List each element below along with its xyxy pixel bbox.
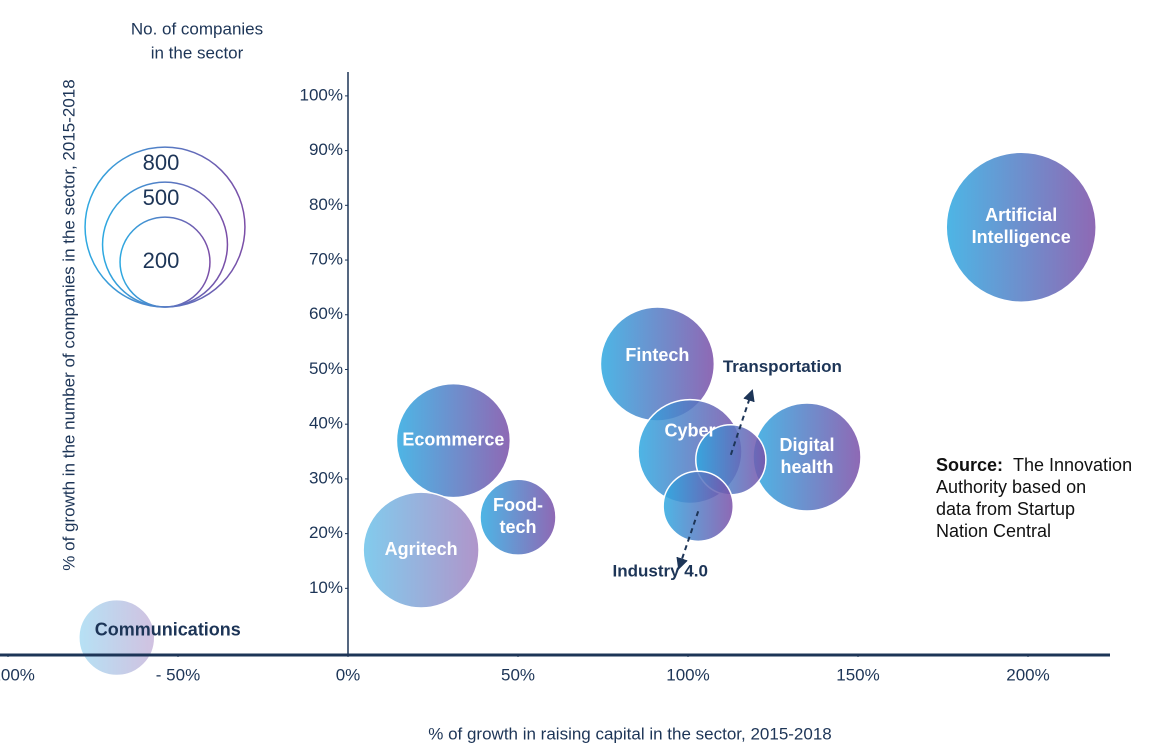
callout-arrow [676, 510, 700, 570]
source-text: data from Startup [936, 499, 1075, 519]
x-tick-label: 0% [336, 665, 361, 684]
bubble [362, 491, 480, 609]
bubble-label: Intelligence [972, 227, 1071, 247]
y-tick-label: 20% [309, 523, 343, 542]
y-tick-label: 90% [309, 140, 343, 159]
bubble-label: health [780, 457, 833, 477]
x-tick-label: 50% [501, 665, 535, 684]
callout-arrow [729, 389, 755, 456]
bubble-label: Communications [95, 619, 241, 639]
callout-label: Industry 4.0 [612, 562, 707, 581]
y-tick-label: 70% [309, 250, 343, 269]
y-tick-label: 40% [309, 414, 343, 433]
bubble-label: Ecommerce [402, 429, 504, 449]
y-axis-title: % of growth in the number of companies i… [59, 79, 78, 570]
x-tick-label: 200% [1006, 665, 1049, 684]
source-label: Source: [936, 455, 1003, 475]
bubble [945, 151, 1097, 303]
y-tick-label: 50% [309, 359, 343, 378]
bubble-label: Fintech [625, 345, 689, 365]
callout-label: Transportation [723, 357, 842, 376]
bubble [662, 470, 734, 543]
source-text: Nation Central [936, 521, 1051, 541]
legend-title: No. of companies [131, 19, 263, 38]
x-tick-label: 150% [836, 665, 879, 684]
bubble [479, 478, 557, 556]
y-tick-label: 80% [309, 195, 343, 214]
legend-label: 500 [143, 185, 180, 210]
y-tick-label: 10% [309, 578, 343, 597]
y-tick-label: 30% [309, 468, 343, 487]
source-text: The Innovation [1013, 455, 1132, 475]
legend-title: in the sector [151, 43, 244, 62]
x-tick-label: 100% [666, 665, 709, 684]
bubble-label: Agritech [385, 539, 458, 559]
y-tick-label: 100% [300, 85, 343, 104]
bubble-label: Digital [779, 435, 834, 455]
bubble-label: Artificial [985, 205, 1057, 225]
bubble-label: tech [499, 517, 536, 537]
y-tick-label: 60% [309, 304, 343, 323]
legend-label: 200 [143, 248, 180, 273]
x-tick-label: - 100% [0, 665, 35, 684]
bubble-label: Food- [493, 495, 543, 515]
x-tick-label: - 50% [156, 665, 200, 684]
bubble [78, 598, 156, 677]
bubble [395, 382, 512, 499]
bubble-label: Cyber [665, 420, 716, 440]
legend-circle [119, 216, 211, 308]
source-text: Authority based on [936, 477, 1086, 497]
x-axis-title: % of growth in raising capital in the se… [428, 724, 832, 743]
legend-label: 800 [143, 150, 180, 175]
